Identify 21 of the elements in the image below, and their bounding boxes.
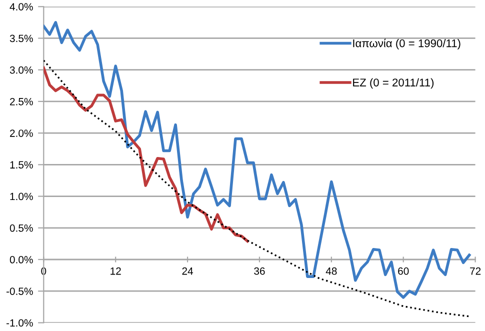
line-series <box>44 66 249 243</box>
y-tick-label: 1.0% <box>10 192 33 200</box>
y-tick-label: 4.0% <box>10 3 33 10</box>
legend-label: Ιαπωνία (0 = 1990/11) <box>353 38 460 50</box>
y-tick-label: 0.0% <box>10 256 33 264</box>
x-tick-label: 48 <box>326 267 337 275</box>
y-tick-label: 1.5% <box>10 161 33 169</box>
y-tick-label: -0.5% <box>6 288 33 295</box>
y-tick-label: 2.0% <box>10 130 33 137</box>
x-tick-label: 12 <box>110 267 121 275</box>
x-tick-label: 60 <box>398 267 409 275</box>
x-tick-label: 36 <box>254 267 265 275</box>
y-tick-label: 3.5% <box>10 34 33 42</box>
y-tick-label: 0.5% <box>10 224 33 232</box>
x-tick-label: 72 <box>470 267 481 275</box>
y-tick-label: 2.5% <box>10 98 33 106</box>
y-tick-label: 3.0% <box>10 66 33 74</box>
x-tick-label: 0 <box>41 267 46 275</box>
x-tick-label: 24 <box>182 267 194 275</box>
legend-label: EZ (0 = 2011/11) <box>353 78 434 89</box>
y-tick-label: -1.0% <box>6 319 33 327</box>
